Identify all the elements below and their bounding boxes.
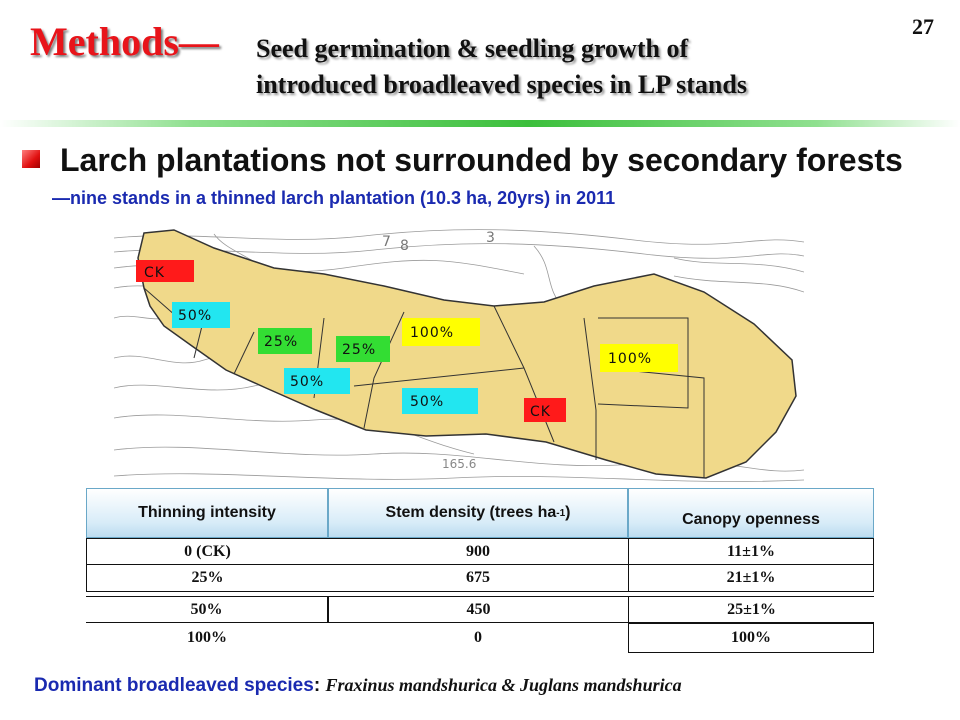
dominant-species-note: Dominant broadleaved species: Fraxinus m… xyxy=(34,675,682,697)
table-cell-openness: 25±1% xyxy=(628,596,874,623)
header-unit-superscript: -1 xyxy=(556,507,566,519)
section-subheading: —nine stands in a thinned larch plantati… xyxy=(52,188,616,208)
stand-labels: CK 50% 25% 25% 100% 100% 50% 50% xyxy=(136,260,678,422)
stand-label-100-1: 100% xyxy=(402,318,480,346)
stand-label-ck-2: CK xyxy=(524,398,566,422)
stand-label-50-3: 50% xyxy=(402,388,478,414)
stand-label-text: 100% xyxy=(410,325,454,341)
section-heading: Larch plantations not surrounded by seco… xyxy=(60,142,903,178)
header-label-close: ) xyxy=(565,504,571,521)
header-canopy-openness: Canopy openness xyxy=(628,488,874,538)
stand-label-text: 25% xyxy=(342,342,376,358)
contour-label: 8 xyxy=(400,238,409,254)
stand-label-50-1: 50% xyxy=(172,302,230,328)
stand-label-text: 50% xyxy=(410,394,444,410)
stand-label-100-2: 100% xyxy=(600,344,678,372)
table-cell-intensity: 50% xyxy=(86,596,328,623)
stand-label-box xyxy=(136,260,194,282)
header-thinning-intensity: Thinning intensity xyxy=(86,488,328,538)
header-stem-density: Stem density (trees ha -1) xyxy=(328,488,628,538)
table-cell-openness: 11±1% xyxy=(628,538,874,565)
stand-label-text: 50% xyxy=(290,374,324,390)
stand-label-25-2: 25% xyxy=(336,336,390,362)
table-cell-density: 900 xyxy=(328,538,628,565)
title-divider xyxy=(0,120,960,127)
table-cell-intensity: 0 (CK) xyxy=(86,538,328,565)
page-number: 27 xyxy=(912,14,934,39)
table-cell-density: 450 xyxy=(328,596,628,623)
stand-label-box xyxy=(524,398,566,422)
stand-label-box xyxy=(258,328,312,354)
stand-label-text: 50% xyxy=(178,308,212,324)
slide-subtitle-line1: Seed germination & seedling growth of xyxy=(256,34,689,63)
stand-label-50-2: 50% xyxy=(284,368,350,394)
stand-label-25-1: 25% xyxy=(258,328,312,354)
contour-labels: 7 8 3 165.6 xyxy=(382,230,495,471)
stand-label-text: CK xyxy=(144,265,165,281)
slide-title: Methods— xyxy=(30,19,219,64)
stand-label-box xyxy=(402,388,478,414)
contour-label: 165.6 xyxy=(442,457,476,471)
table-cell-density: 0 xyxy=(474,629,482,646)
contour-label: 7 xyxy=(382,234,391,250)
dominant-species-colon: : xyxy=(313,675,321,696)
stand-label-ck-1: CK xyxy=(136,260,194,282)
stand-label-box xyxy=(600,344,678,372)
table-cell-openness: 100% xyxy=(628,623,874,653)
header-label: Thinning intensity xyxy=(138,504,276,521)
stand-label-box xyxy=(284,368,350,394)
stand-label-box xyxy=(172,302,230,328)
plantation-map: 7 8 3 165.6 CK 50% 25% 25% xyxy=(114,228,804,488)
dominant-species-names: Fraxinus mandshurica & Juglans mandshuri… xyxy=(325,675,682,695)
table-cell-intensity: 100% xyxy=(187,629,227,646)
stand-label-box xyxy=(402,318,480,346)
stand-label-text: 25% xyxy=(264,334,298,350)
contour-label: 3 xyxy=(486,230,495,246)
stand-label-text: 100% xyxy=(608,351,652,367)
slide-subtitle-line2: introduced broadleaved species in LP sta… xyxy=(256,70,747,99)
header-label: Stem density (trees ha xyxy=(385,504,557,521)
header-label: Canopy openness xyxy=(682,511,820,528)
table-cell-openness: 21±1% xyxy=(628,565,874,592)
table-cell-intensity: 25% xyxy=(86,565,328,592)
dominant-species-label: Dominant broadleaved species xyxy=(34,675,314,696)
bullet-square-icon xyxy=(22,150,40,168)
stand-label-box xyxy=(336,336,390,362)
stand-label-text: CK xyxy=(530,404,551,420)
plantation-boundary xyxy=(137,229,797,479)
table-cell-density: 675 xyxy=(328,565,628,592)
